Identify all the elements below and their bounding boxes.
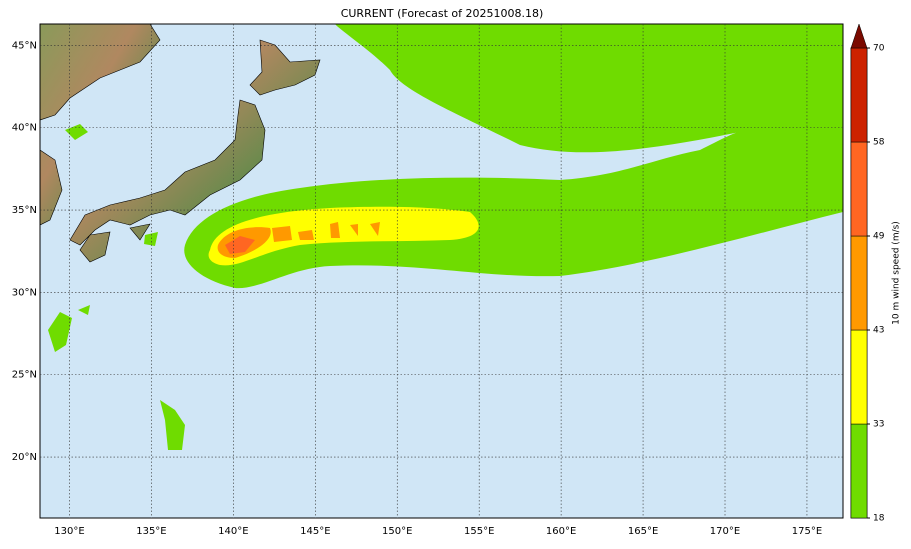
y-tick-label: 45°N xyxy=(12,40,37,51)
colorbar-tick-label: 43 xyxy=(873,326,884,336)
x-tick-label: 145°E xyxy=(300,526,330,537)
x-tick-label: 165°E xyxy=(628,526,658,537)
x-tick-label: 150°E xyxy=(382,526,412,537)
y-tick-label: 25°N xyxy=(12,370,37,381)
colorbar-segment xyxy=(850,423,868,519)
wind-orange xyxy=(217,222,380,258)
colorbar-tick-label: 18 xyxy=(873,514,885,524)
x-tick-label: 155°E xyxy=(464,526,494,537)
colorbar-segment xyxy=(850,47,868,143)
y-tick-label: 30°N xyxy=(12,287,37,298)
x-tick-label: 170°E xyxy=(710,526,740,537)
y-tick-label: 40°N xyxy=(12,123,37,134)
wind-green-island xyxy=(48,124,185,450)
colorbar-label: 10 m wind speed (m/s) xyxy=(892,221,902,325)
colorbar-extend xyxy=(850,23,868,49)
colorbar-tick-label: 49 xyxy=(873,232,885,242)
wind-yellow xyxy=(208,206,479,266)
x-tick-label: 135°E xyxy=(136,526,166,537)
x-tick-label: 140°E xyxy=(218,526,248,537)
x-tick-label: 130°E xyxy=(54,526,84,537)
map-area xyxy=(40,24,843,518)
colorbar-segment xyxy=(850,329,868,425)
x-tick-label: 175°E xyxy=(792,526,822,537)
title: CURRENT (Forecast of 20251008.18) xyxy=(341,7,544,20)
wind-orange-red xyxy=(225,236,255,254)
colorbar-tick-label: 70 xyxy=(873,44,885,54)
map-frame xyxy=(39,23,844,519)
colorbar-tick-label: 58 xyxy=(873,138,885,148)
y-tick-label: 35°N xyxy=(12,205,37,216)
colorbar-segment xyxy=(850,235,868,331)
x-tick-label: 160°E xyxy=(546,526,576,537)
y-tick-label: 20°N xyxy=(12,452,37,463)
colorbar-segment xyxy=(850,141,868,237)
generated: 130°E 135°E 140°E 145°E 150°E 155°E 160°E 165°E… xyxy=(12,23,902,537)
land-asia xyxy=(40,24,161,226)
colorbar-tick-label: 33 xyxy=(873,420,884,430)
land-japan xyxy=(69,39,321,263)
